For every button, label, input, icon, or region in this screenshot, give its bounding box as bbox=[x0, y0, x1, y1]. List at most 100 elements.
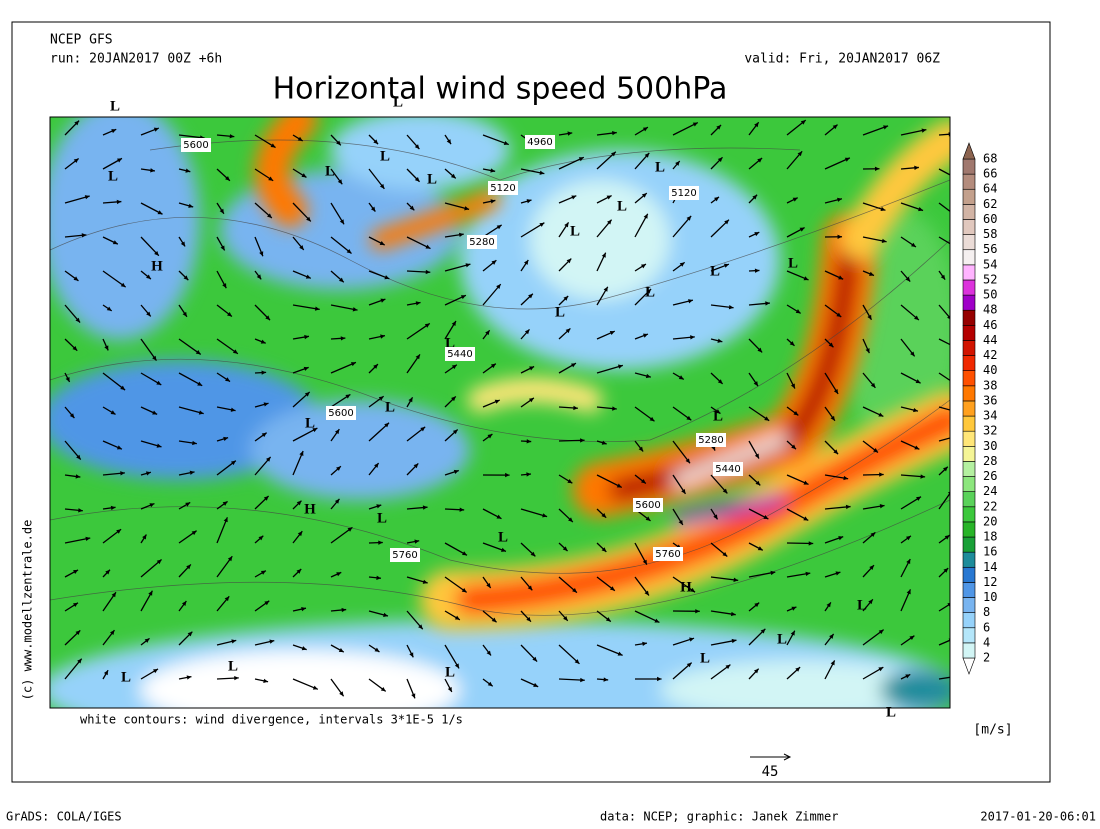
pressure-center: L bbox=[617, 198, 627, 214]
colorbar-swatch bbox=[963, 446, 975, 461]
colorbar-label: 68 bbox=[983, 152, 997, 166]
colorbar-label: 44 bbox=[983, 333, 997, 347]
footer-right: 2017-01-20-06:01 bbox=[980, 810, 1096, 824]
pressure-center: L bbox=[710, 263, 720, 279]
colorbar-label: 32 bbox=[983, 424, 997, 438]
pressure-center: L bbox=[445, 664, 455, 680]
contour-label: 5120 bbox=[671, 188, 696, 199]
colorbar-label: 6 bbox=[983, 620, 990, 634]
colorbar-swatch bbox=[963, 219, 975, 234]
colorbar-swatch bbox=[963, 613, 975, 628]
pressure-center: L bbox=[700, 650, 710, 666]
colorbar-swatch bbox=[963, 204, 975, 219]
contour-label: 5600 bbox=[635, 500, 660, 511]
contour-label: 5440 bbox=[715, 464, 740, 475]
colorbar-label: 14 bbox=[983, 560, 997, 574]
contour-label: 5760 bbox=[392, 550, 417, 561]
pressure-center: L bbox=[108, 168, 118, 184]
colorbar-swatch bbox=[963, 522, 975, 537]
colorbar-unit: [m/s] bbox=[973, 723, 1012, 738]
contour-label: 5120 bbox=[490, 183, 515, 194]
colorbar-swatch bbox=[963, 174, 975, 189]
colorbar-label: 28 bbox=[983, 454, 997, 468]
colorbar-label: 58 bbox=[983, 227, 997, 241]
pressure-center: L bbox=[228, 658, 238, 674]
pressure-center: L bbox=[377, 510, 387, 526]
colorbar-label: 10 bbox=[983, 590, 997, 604]
colorbar-swatch bbox=[963, 643, 975, 658]
colorbar-label: 66 bbox=[983, 167, 997, 181]
footer-center: data: NCEP; graphic: Janek Zimmer bbox=[600, 810, 838, 824]
pressure-center: L bbox=[110, 98, 120, 114]
colorbar-label: 20 bbox=[983, 514, 997, 528]
pressure-center: H bbox=[680, 579, 692, 595]
contour-label: 5760 bbox=[655, 549, 680, 560]
model: NCEP GFS bbox=[50, 33, 113, 48]
colorbar-swatch bbox=[963, 416, 975, 431]
credit: (c) www.modellzentrale.de bbox=[21, 520, 35, 701]
footer-left: GrADS: COLA/IGES bbox=[6, 810, 122, 824]
pressure-center: H bbox=[304, 501, 316, 517]
pressure-center: L bbox=[380, 148, 390, 164]
colorbar-label: 60 bbox=[983, 212, 997, 226]
colorbar-swatch bbox=[963, 567, 975, 582]
colorbar-label: 18 bbox=[983, 530, 997, 544]
pressure-center: L bbox=[570, 223, 580, 239]
contour-label: 5600 bbox=[183, 140, 208, 151]
colorbar-swatch bbox=[963, 371, 975, 386]
colorbar-swatch bbox=[963, 401, 975, 416]
colorbar-swatch bbox=[963, 325, 975, 340]
colorbar-swatch bbox=[963, 552, 975, 567]
contour-label: 5280 bbox=[469, 237, 494, 248]
colorbar-label: 42 bbox=[983, 348, 997, 362]
contour-label: 5280 bbox=[698, 435, 723, 446]
pressure-center: L bbox=[498, 529, 508, 545]
colorbar-swatch bbox=[963, 280, 975, 295]
colorbar-swatch bbox=[963, 461, 975, 476]
colorbar-swatch bbox=[963, 477, 975, 492]
colorbar-swatch bbox=[963, 310, 975, 325]
pressure-center: L bbox=[857, 597, 867, 613]
pressure-center: L bbox=[121, 669, 131, 685]
colorbar-label: 62 bbox=[983, 197, 997, 211]
pressure-center: L bbox=[325, 163, 335, 179]
pressure-center: L bbox=[393, 94, 403, 110]
colorbar-label: 2 bbox=[983, 651, 990, 665]
pressure-center: L bbox=[645, 284, 655, 300]
colorbar-swatch bbox=[963, 265, 975, 280]
colorbar-swatch bbox=[963, 628, 975, 643]
pressure-center: L bbox=[305, 415, 315, 431]
pressure-center: L bbox=[886, 704, 896, 720]
pressure-center: H bbox=[151, 258, 163, 274]
colorbar-label: 24 bbox=[983, 484, 997, 498]
contour-label: 4960 bbox=[527, 137, 552, 148]
reference-value: 45 bbox=[762, 764, 779, 780]
colorbar-swatch bbox=[963, 356, 975, 371]
colorbar-swatch bbox=[963, 340, 975, 355]
title: Horizontal wind speed 500hPa bbox=[273, 72, 728, 107]
colorbar-label: 46 bbox=[983, 318, 997, 332]
pressure-center: L bbox=[655, 159, 665, 175]
colorbar-swatch bbox=[963, 582, 975, 597]
colorbar-label: 56 bbox=[983, 242, 997, 256]
run: run: 20JAN2017 00Z +6h bbox=[50, 52, 222, 67]
colorbar-label: 16 bbox=[983, 545, 997, 559]
map bbox=[40, 100, 964, 760]
colorbar-swatch bbox=[963, 431, 975, 446]
colorbar-swatch bbox=[963, 295, 975, 310]
colorbar-label: 12 bbox=[983, 575, 997, 589]
valid: valid: Fri, 20JAN2017 06Z bbox=[744, 52, 940, 67]
contour-label: 5440 bbox=[447, 349, 472, 360]
colorbar-label: 8 bbox=[983, 605, 990, 619]
pressure-center: L bbox=[385, 399, 395, 415]
colorbar-label: 50 bbox=[983, 288, 997, 302]
colorbar-swatch bbox=[963, 507, 975, 522]
colorbar-swatch bbox=[963, 159, 975, 174]
colorbar-swatch bbox=[963, 189, 975, 204]
pressure-center: L bbox=[788, 255, 798, 271]
colorbar-swatch bbox=[963, 386, 975, 401]
colorbar-label: 64 bbox=[983, 182, 997, 196]
colorbar-swatch bbox=[963, 250, 975, 265]
colorbar-label: 52 bbox=[983, 272, 997, 286]
